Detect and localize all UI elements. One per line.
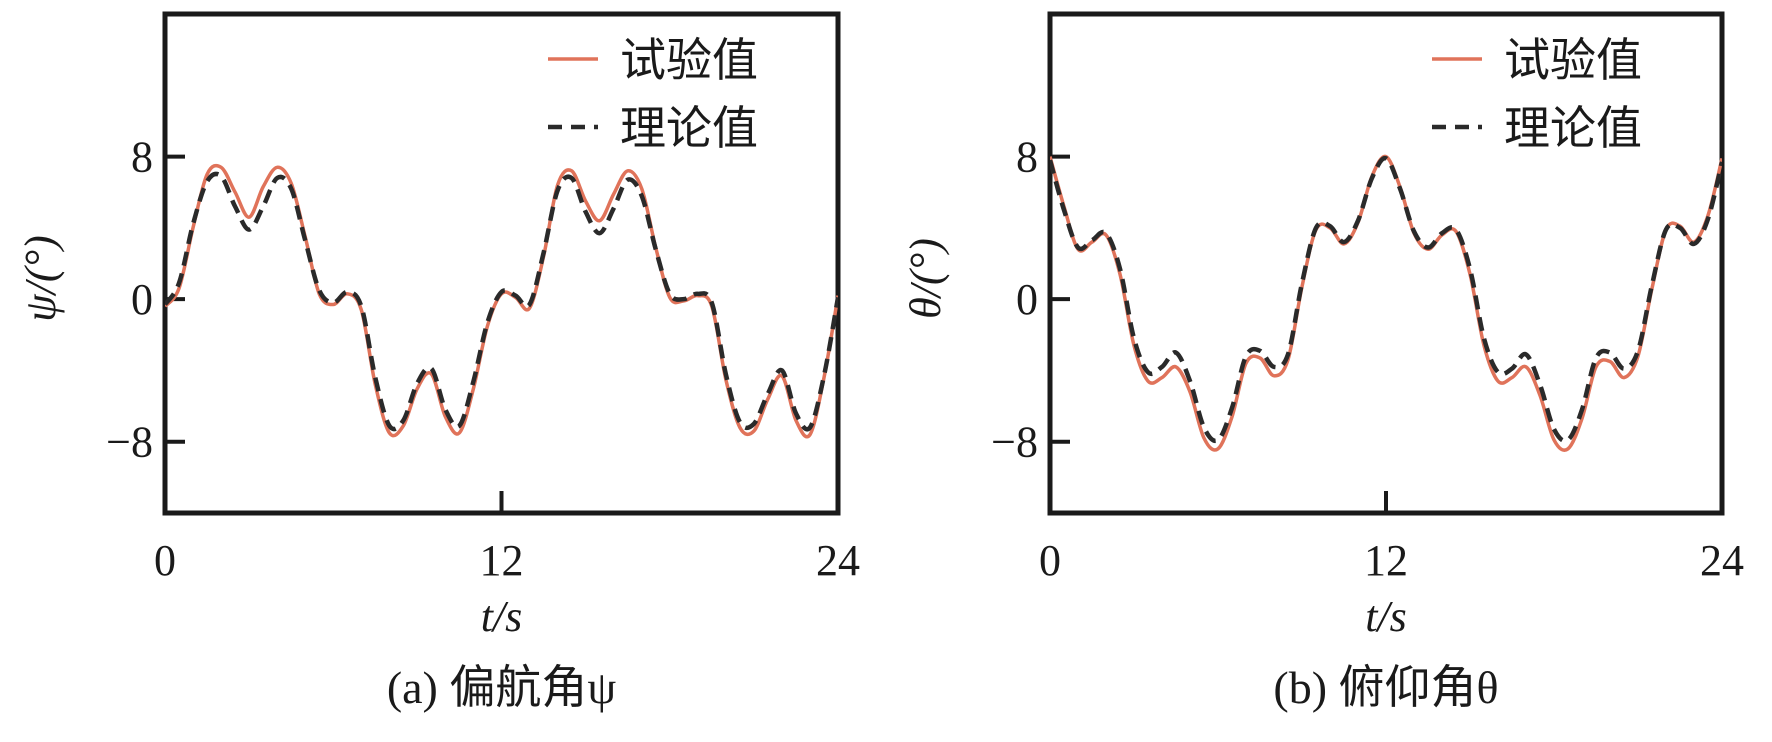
x-tick-label: 0 — [1039, 536, 1061, 585]
y-tick-label: −8 — [991, 418, 1038, 467]
x-tick-label: 12 — [1364, 536, 1408, 585]
y-tick-label: 0 — [131, 275, 153, 324]
legend-label: 试验值 — [620, 35, 758, 86]
x-tick-label: 12 — [480, 536, 524, 585]
plot-frame — [1047, 11, 1725, 516]
x-axis-label: t/s — [1365, 592, 1407, 641]
y-tick-label: 8 — [1016, 133, 1038, 182]
series-line-experiment — [1050, 154, 1722, 452]
y-tick-label: 8 — [131, 133, 153, 182]
y-axis-label: θ/(°) — [901, 238, 950, 319]
x-tick-label: 0 — [154, 536, 176, 585]
panel-caption: (a) 偏航角ψ — [387, 662, 617, 713]
plot-frame — [162, 11, 841, 516]
series-line-theory — [165, 171, 838, 432]
series-line-theory — [1050, 156, 1722, 444]
y-tick-label: −8 — [106, 418, 153, 467]
legend-label: 试验值 — [1504, 35, 1642, 86]
panel-caption: (b) 俯仰角θ — [1273, 662, 1498, 713]
legend-label: 理论值 — [1504, 103, 1642, 154]
x-tick-label: 24 — [1700, 536, 1744, 585]
legend-label: 理论值 — [620, 103, 758, 154]
x-tick-label: 24 — [816, 536, 860, 585]
series-line-experiment — [165, 163, 838, 439]
y-tick-label: 0 — [1016, 275, 1038, 324]
y-axis-label: ψ/(°) — [16, 235, 65, 321]
x-axis-label: t/s — [481, 592, 523, 641]
